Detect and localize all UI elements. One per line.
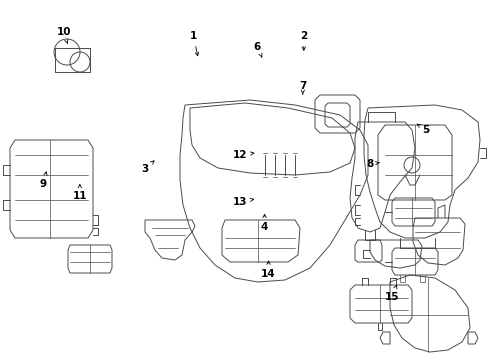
Text: 10: 10 bbox=[56, 27, 71, 43]
Text: 14: 14 bbox=[261, 261, 276, 279]
Text: 15: 15 bbox=[385, 285, 399, 302]
Text: 1: 1 bbox=[190, 31, 198, 56]
Text: 5: 5 bbox=[417, 124, 430, 135]
Text: 3: 3 bbox=[141, 161, 154, 174]
Text: 11: 11 bbox=[73, 185, 87, 201]
Text: 9: 9 bbox=[40, 172, 47, 189]
Text: 8: 8 bbox=[367, 159, 379, 169]
Text: 6: 6 bbox=[254, 42, 262, 57]
Text: 12: 12 bbox=[233, 150, 254, 160]
Text: 4: 4 bbox=[261, 214, 269, 232]
Text: 2: 2 bbox=[300, 31, 307, 50]
Text: 13: 13 bbox=[233, 197, 254, 207]
Text: 7: 7 bbox=[299, 81, 307, 94]
